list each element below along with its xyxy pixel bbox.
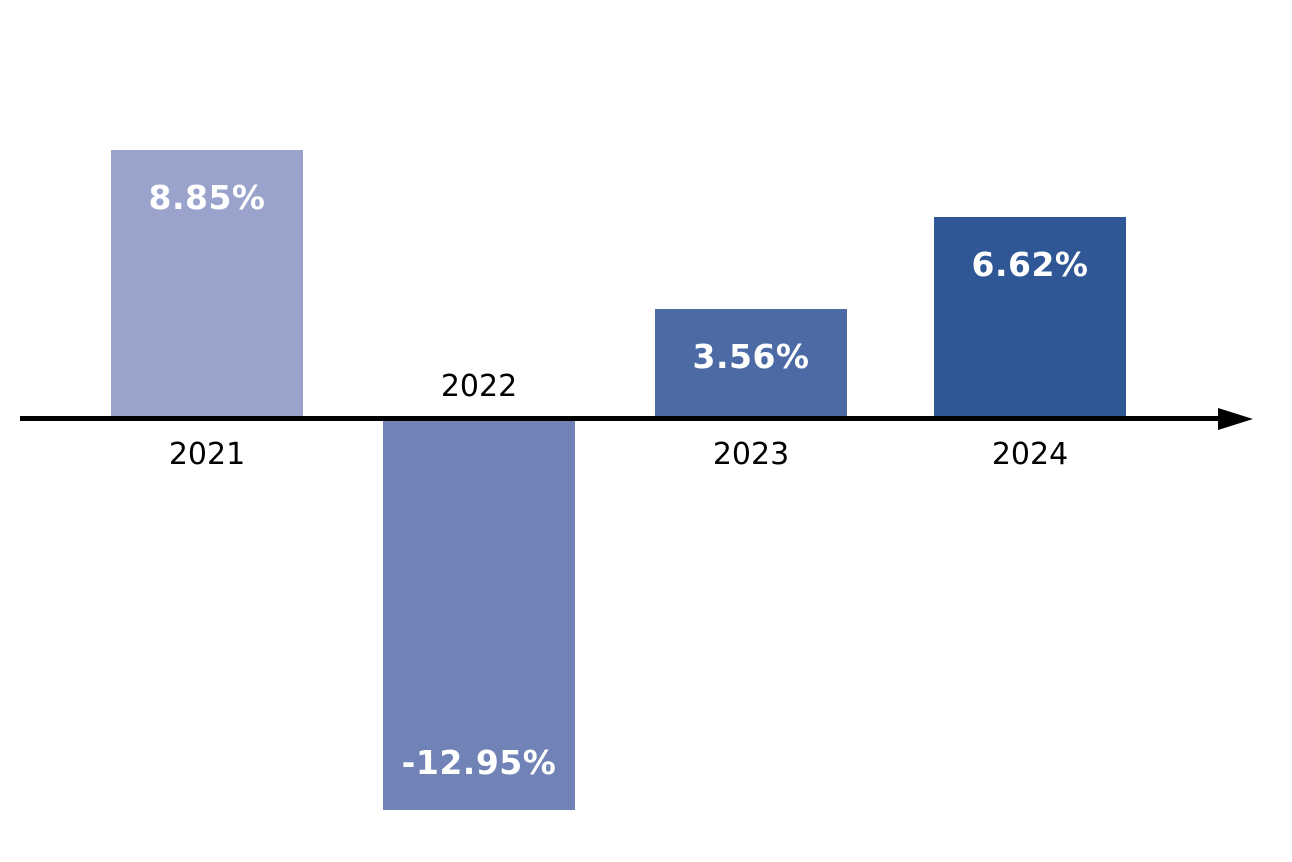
bar-2022: -12.95%	[383, 421, 575, 810]
category-label-2024: 2024	[991, 437, 1069, 472]
category-label-2021: 2021	[168, 437, 246, 472]
bar-value-label-2022: -12.95%	[401, 743, 557, 782]
bar-value-label-2023: 3.56%	[692, 337, 810, 376]
bar-2023: 3.56%	[655, 309, 847, 416]
bar-2021: 8.85%	[111, 150, 303, 416]
x-axis-arrowhead-icon	[1218, 408, 1253, 430]
bar-value-label-2024: 6.62%	[971, 245, 1089, 284]
category-label-2022: 2022	[440, 369, 518, 404]
x-axis-line	[20, 416, 1218, 421]
bar-2024: 6.62%	[934, 217, 1126, 416]
bar-value-label-2021: 8.85%	[148, 178, 266, 217]
category-label-2023: 2023	[712, 437, 790, 472]
